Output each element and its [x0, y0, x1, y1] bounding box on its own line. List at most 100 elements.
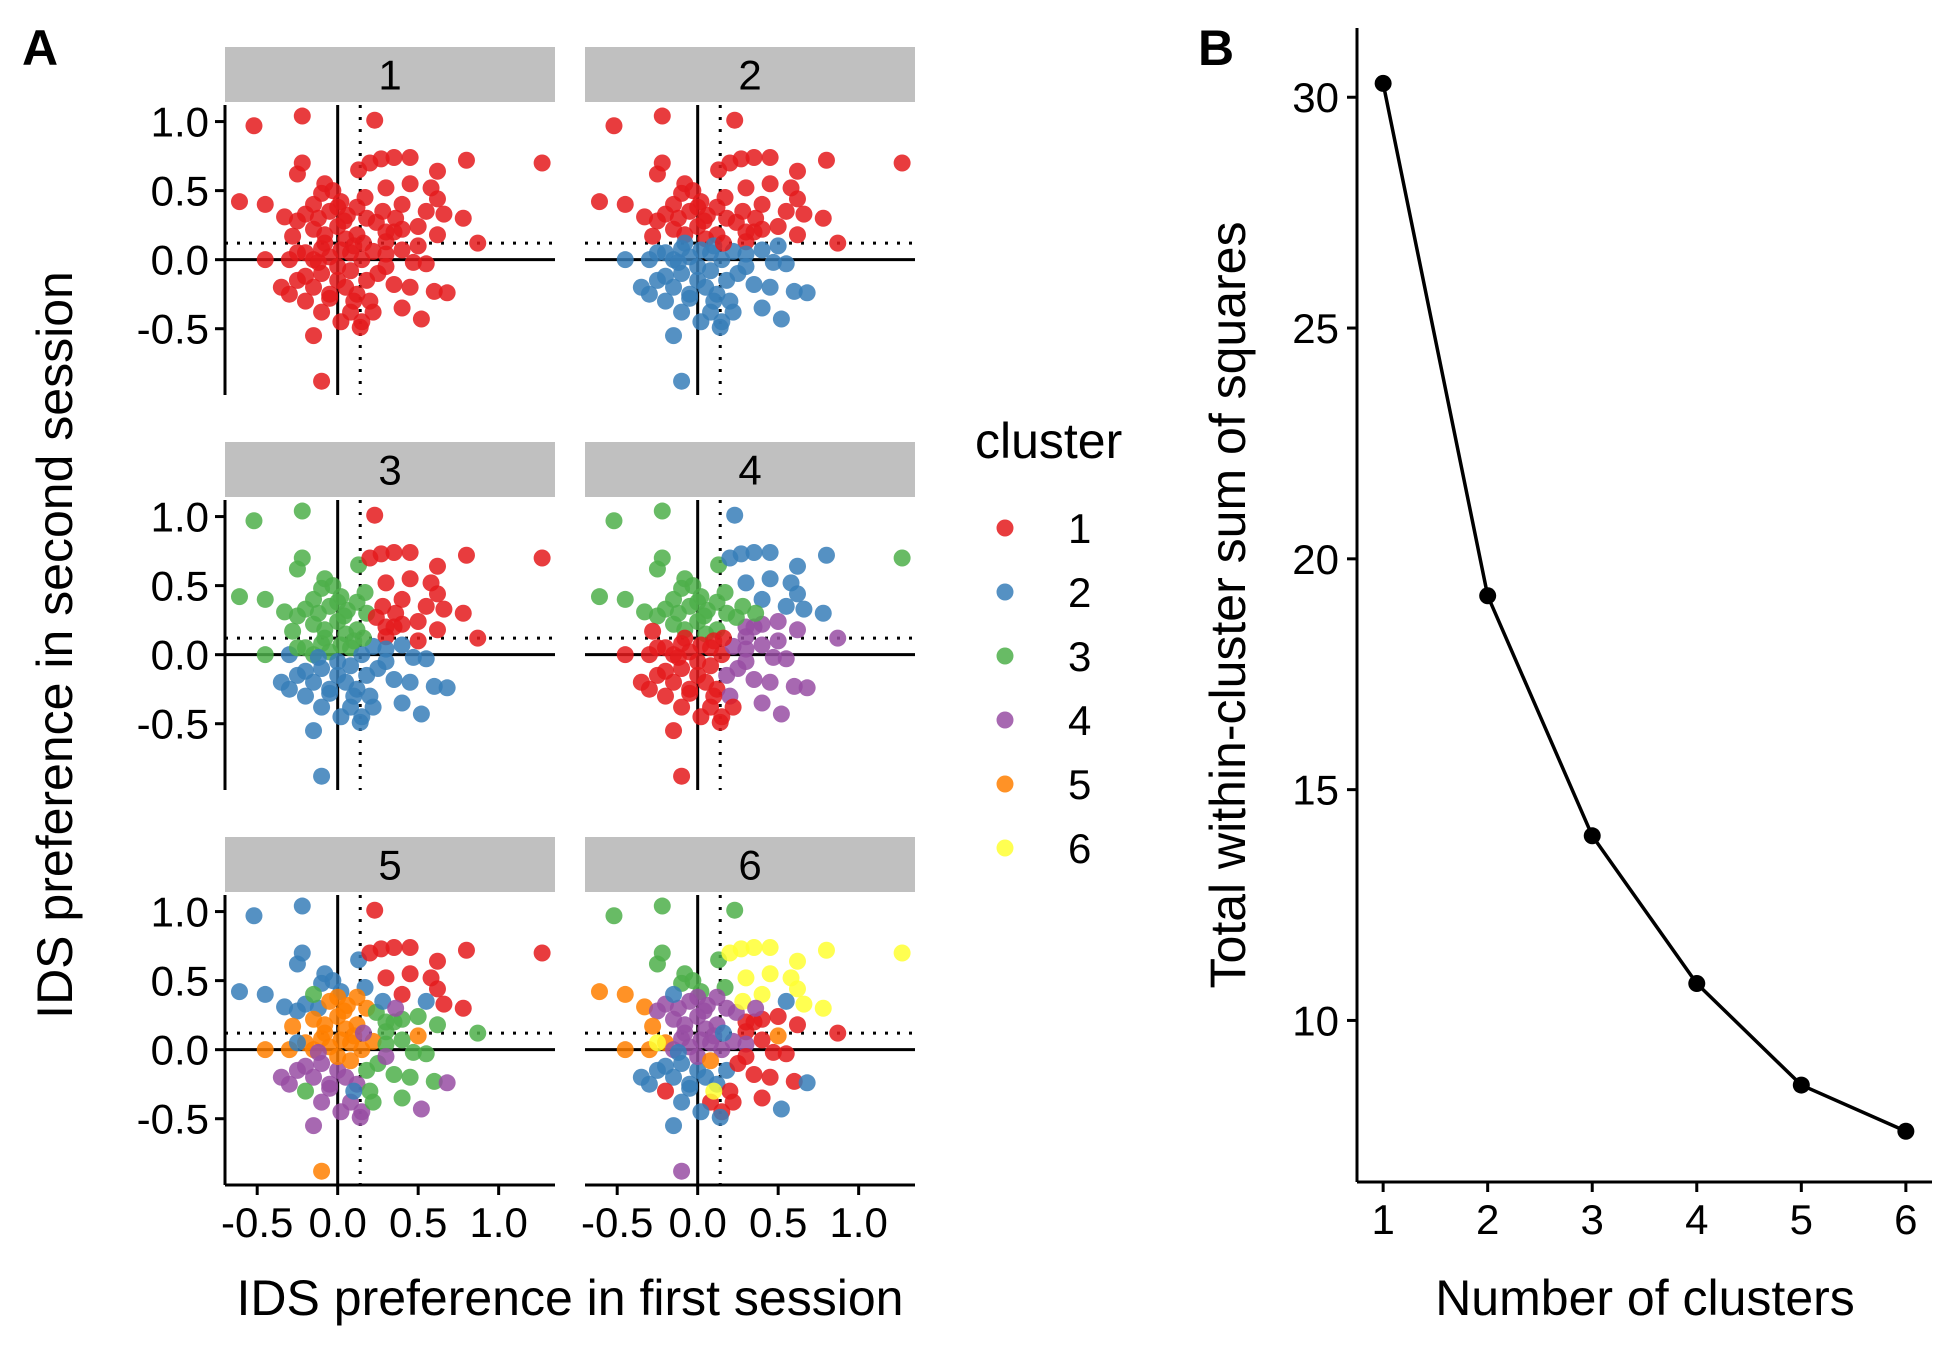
cluster-legend: cluster 1 2 3 4 5 6 [975, 413, 1122, 872]
scatter-point [653, 897, 671, 915]
scatter-point [385, 671, 403, 689]
scatter-point [676, 629, 694, 647]
scatter-point [305, 195, 323, 213]
scatter-point [377, 258, 395, 276]
facet-strip-label: 4 [738, 447, 761, 494]
scatter-point [764, 253, 782, 271]
scatter-point [425, 282, 443, 300]
facet-panel-6: 6 -0.5 0.0 0.5 1.0 [581, 837, 915, 1246]
scatter-point [673, 1162, 691, 1180]
facet-panel-1: 1 -0.5 0.0 0.5 1.0 [137, 47, 555, 395]
scatter-point [681, 289, 699, 307]
scatter-point [829, 1024, 847, 1042]
scatter-point [313, 264, 331, 282]
scatter-point [673, 1054, 691, 1072]
scatter-point [457, 151, 475, 169]
scatter-point [636, 603, 654, 621]
scatter-point [428, 952, 446, 970]
y-tick-label: 1.0 [151, 494, 209, 541]
scatter-point [777, 650, 795, 668]
scatter-point [372, 150, 390, 168]
scatter-point [332, 313, 350, 331]
scatter-point [329, 1048, 347, 1066]
scatter-point [335, 212, 353, 230]
legend-label-6: 6 [1068, 825, 1091, 872]
scatter-point [829, 629, 847, 647]
scatter-point [342, 262, 360, 280]
facet-strip [225, 442, 555, 497]
scatter-point [714, 1024, 732, 1042]
scatter-point [695, 607, 713, 625]
scatter-point [689, 1048, 707, 1066]
scatter-point [305, 1117, 323, 1135]
scatter-point [305, 985, 323, 1003]
scatter-point [681, 1079, 699, 1097]
scatter-point [305, 673, 323, 691]
scatter-point [788, 190, 806, 208]
scatter-point [772, 705, 790, 723]
elbow-ylabel: Total within-cluster sum of squares [1200, 222, 1256, 989]
scatter-point [753, 241, 771, 259]
scatter-point [387, 999, 405, 1017]
scatter-point [681, 684, 699, 702]
scatter-point [653, 502, 671, 520]
scatter-point [653, 154, 671, 172]
scatter-point [616, 1041, 634, 1059]
scatter-point [385, 1013, 403, 1031]
facet-panel-4: 4 [585, 442, 915, 790]
scatter-point [245, 117, 263, 135]
elbow-y-tick-label: 15 [1292, 767, 1339, 814]
scatter-point [296, 1082, 314, 1100]
scatter-point [673, 1093, 691, 1111]
scatter-point [404, 1043, 422, 1061]
scatter-point [256, 251, 274, 269]
scatter-point [385, 543, 403, 561]
scatter-point [788, 1016, 806, 1034]
elbow-y-tick-label: 30 [1292, 74, 1339, 121]
x-tick-label: -0.5 [221, 1199, 293, 1246]
scatter-point [428, 557, 446, 575]
scatter-point [428, 226, 446, 244]
x-tick-label: -0.5 [581, 1199, 653, 1246]
scatter-point [829, 234, 847, 252]
scatter-point [377, 574, 395, 592]
scatter-point [777, 597, 795, 615]
scatter-point [737, 574, 755, 592]
scatter-point [673, 767, 691, 785]
scatter-point [364, 1093, 382, 1111]
scatter-point [393, 241, 411, 259]
scatter-point [747, 604, 765, 622]
scatter-point [653, 107, 671, 125]
scatter-point [788, 585, 806, 603]
scatter-point [372, 545, 390, 563]
scatter-point [640, 680, 658, 698]
scatter-point [377, 969, 395, 987]
scatter-point [288, 244, 306, 262]
scatter-point [393, 985, 411, 1003]
scatter-point [785, 677, 803, 695]
scatter-point [732, 940, 750, 958]
scatter-point [893, 154, 911, 172]
scatter-point [817, 151, 835, 169]
scatter-point [702, 262, 720, 280]
scatter-point [417, 650, 435, 668]
scatter-point [644, 1017, 662, 1035]
scatter-point [616, 251, 634, 269]
legend-label-5: 5 [1068, 761, 1091, 808]
scatter-point [385, 938, 403, 956]
scatter-point [777, 992, 795, 1010]
scatter-point [788, 557, 806, 575]
scatter-point [893, 549, 911, 567]
facet-strip-label: 5 [378, 842, 401, 889]
scatter-point [435, 205, 453, 223]
scatter-point [761, 148, 779, 166]
scatter-point [745, 618, 763, 636]
legend-label-2: 2 [1068, 569, 1091, 616]
scatter-point [724, 303, 742, 321]
scatter-point [385, 223, 403, 241]
x-tick-label: 0.5 [389, 1199, 447, 1246]
elbow-y-tick-label: 20 [1292, 536, 1339, 583]
scatter-point [640, 285, 658, 303]
scatter-point [438, 679, 456, 697]
scatter-point [772, 310, 790, 328]
